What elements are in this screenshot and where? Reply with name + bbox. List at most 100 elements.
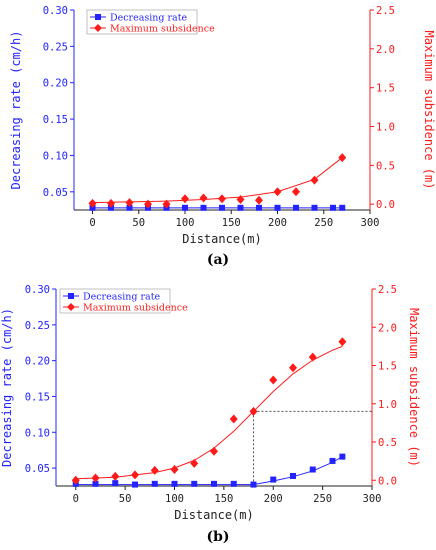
maximum-subsidence-point [71,475,80,485]
decreasing-rate-point [112,480,119,487]
x-tick-label: 100 [176,217,195,229]
legend-marker-maximum-subsidence [67,303,75,311]
legend-marker-decreasing-rate [95,14,101,20]
y-left-tick-label: 0.25 [43,41,68,53]
maximum-subsidence-point [289,363,297,373]
y-right-tick-label: 0.0 [376,199,395,211]
y-left-tick-label: 0.25 [25,320,50,332]
x-tick-label: 150 [214,493,233,505]
maximum-subsidence-point [249,406,258,416]
y-left-tick-label: 0.05 [25,463,50,475]
x-axis-label: Distance(m) [174,508,253,522]
maximum-subsidence-point [218,194,226,204]
x-tick-label: 0 [73,493,79,505]
maximum-subsidence-point [111,471,120,481]
maximum-subsidence-point [210,446,218,456]
y-left-tick-label: 0.05 [43,187,68,199]
decreasing-rate-point [311,204,318,211]
x-axis-label: Distance(m) [182,232,261,246]
maximum-subsidence-curve [92,157,343,204]
legend-label-decreasing-rate: Decreasing rate [110,13,188,24]
decreasing-rate-point [182,204,188,211]
y-left-tick-label: 0.10 [43,150,68,162]
y-right-tick-label: 2.5 [376,5,395,17]
legend-box [86,9,198,35]
maximum-subsidence-point [162,199,171,209]
y-right-tick-label: 1.5 [376,83,395,95]
maximum-subsidence-point [91,473,100,483]
decreasing-rate-point [339,453,346,460]
x-tick-label: 50 [119,493,132,505]
y-right-tick-label: 1.0 [378,399,397,411]
x-tick-label: 100 [165,493,184,505]
chart-panel-a: 0 50 100 150 200 250 300 0.05 0.10 0.15 0.20 0.25 0.… [9,5,436,268]
y-axis-right-label: Maximum subsidence (m) [422,31,436,190]
maximum-subsidence-point [144,199,152,209]
decreasing-rate-point [92,480,99,487]
decreasing-rate-point [330,204,336,211]
y-right-tick-label: 1.5 [378,361,397,373]
legend-label-decreasing-rate: Decreasing rate [83,292,161,303]
y-axis-left-label: Decreasing rate (cm/h) [9,31,23,190]
maximum-subsidence-point [273,187,282,197]
maximum-subsidence-point [150,465,159,475]
maximum-subsidence-point [338,337,347,347]
maximum-subsidence-point [310,175,319,185]
y-right-tick-label: 0.0 [378,475,397,487]
decreasing-rate-point [211,480,217,487]
decreasing-rate-point [237,204,244,211]
x-tick-label: 200 [268,217,287,229]
maximum-subsidence-point [255,195,263,205]
maximum-subsidence-point [107,198,115,208]
legend-box [59,288,171,314]
maximum-subsidence-point [181,194,189,204]
y-left-tick-label: 0.20 [25,356,50,368]
legend-marker-maximum-subsidence [94,24,102,32]
x-tick-label: 300 [363,493,382,505]
decreasing-rate-point [309,466,316,473]
decreasing-rate-point [250,481,257,488]
decreasing-rate-point [191,480,198,487]
maximum-subsidence-point [308,352,317,362]
decreasing-rate-point [339,204,346,211]
y-axis-left-label: Decreasing rate (cm/h) [0,308,14,467]
chart-panel-b: 0 50 100 150 200 250 300 0.05 0.10 0.15 0.20 0.25 0.… [0,284,421,545]
y-left-tick-label: 0.15 [25,391,50,403]
y-right-tick-label: 1.0 [376,122,395,134]
maximum-subsidence-point [236,195,245,205]
decreasing-rate-point [151,480,158,487]
x-tick-label: 250 [314,217,333,229]
decreasing-rate-point [200,204,207,211]
decreasing-rate-point [230,480,237,487]
x-tick-label: 300 [361,217,380,229]
y-right-tick-label: 2.0 [378,322,397,334]
y-left-tick-label: 0.20 [43,78,68,90]
x-tick-label: 200 [264,493,283,505]
maximum-subsidence-point [190,458,199,468]
legend-label-maximum-subsidence: Maximum subsidence [110,24,215,35]
maximum-subsidence-point [88,198,97,208]
maximum-subsidence-point [292,187,300,197]
x-tick-label: 0 [89,217,95,229]
y-right-tick-label: 2.5 [378,284,397,296]
y-right-tick-label: 0.5 [376,160,395,172]
x-tick-label: 50 [132,217,145,229]
decreasing-rate-point [290,472,296,479]
maximum-subsidence-point [338,153,347,163]
maximum-subsidence-point [125,198,134,208]
decreasing-rate-point [219,204,225,211]
decreasing-rate-point [274,204,281,211]
decreasing-rate-point [132,481,138,488]
decreasing-rate-point [256,204,262,211]
y-left-tick-label: 0.10 [25,427,50,439]
decreasing-rate-point [126,204,133,211]
panel-caption: (a) [207,252,229,268]
maximum-subsidence-point [170,465,179,475]
maximum-subsidence-curve [75,345,343,480]
panel-caption: (b) [206,529,229,545]
decreasing-rate-point [270,476,277,483]
maximum-subsidence-point [229,414,238,424]
decreasing-rate-point [171,480,178,487]
